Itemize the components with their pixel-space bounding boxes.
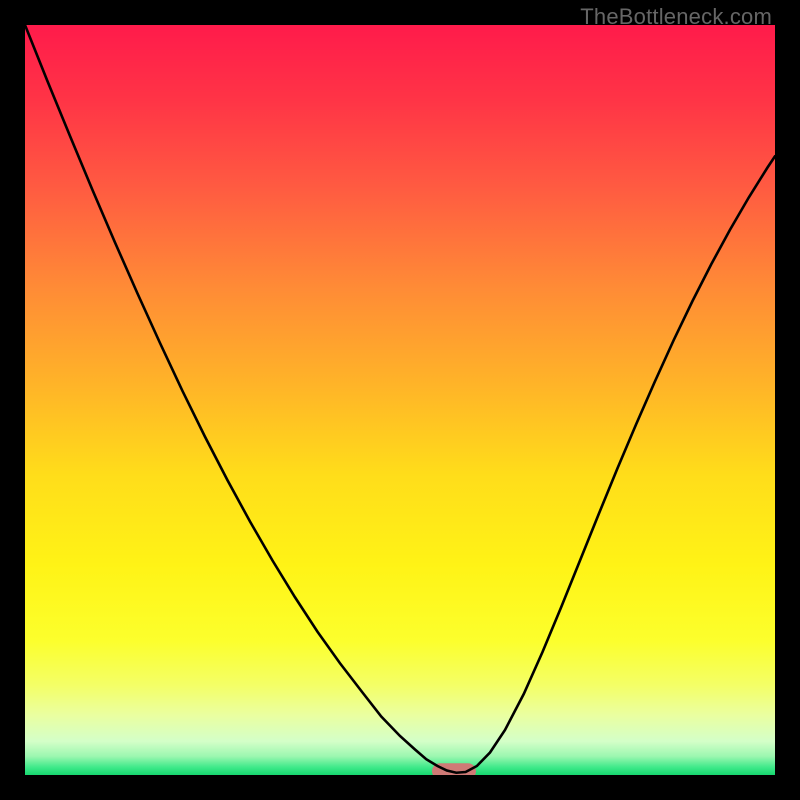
border-right bbox=[775, 0, 800, 800]
watermark-text: TheBottleneck.com bbox=[580, 4, 772, 30]
plot-background bbox=[25, 25, 775, 775]
chart-frame: TheBottleneck.com bbox=[0, 0, 800, 800]
border-bottom bbox=[0, 775, 800, 800]
plot-area bbox=[25, 25, 775, 775]
border-left bbox=[0, 0, 25, 800]
